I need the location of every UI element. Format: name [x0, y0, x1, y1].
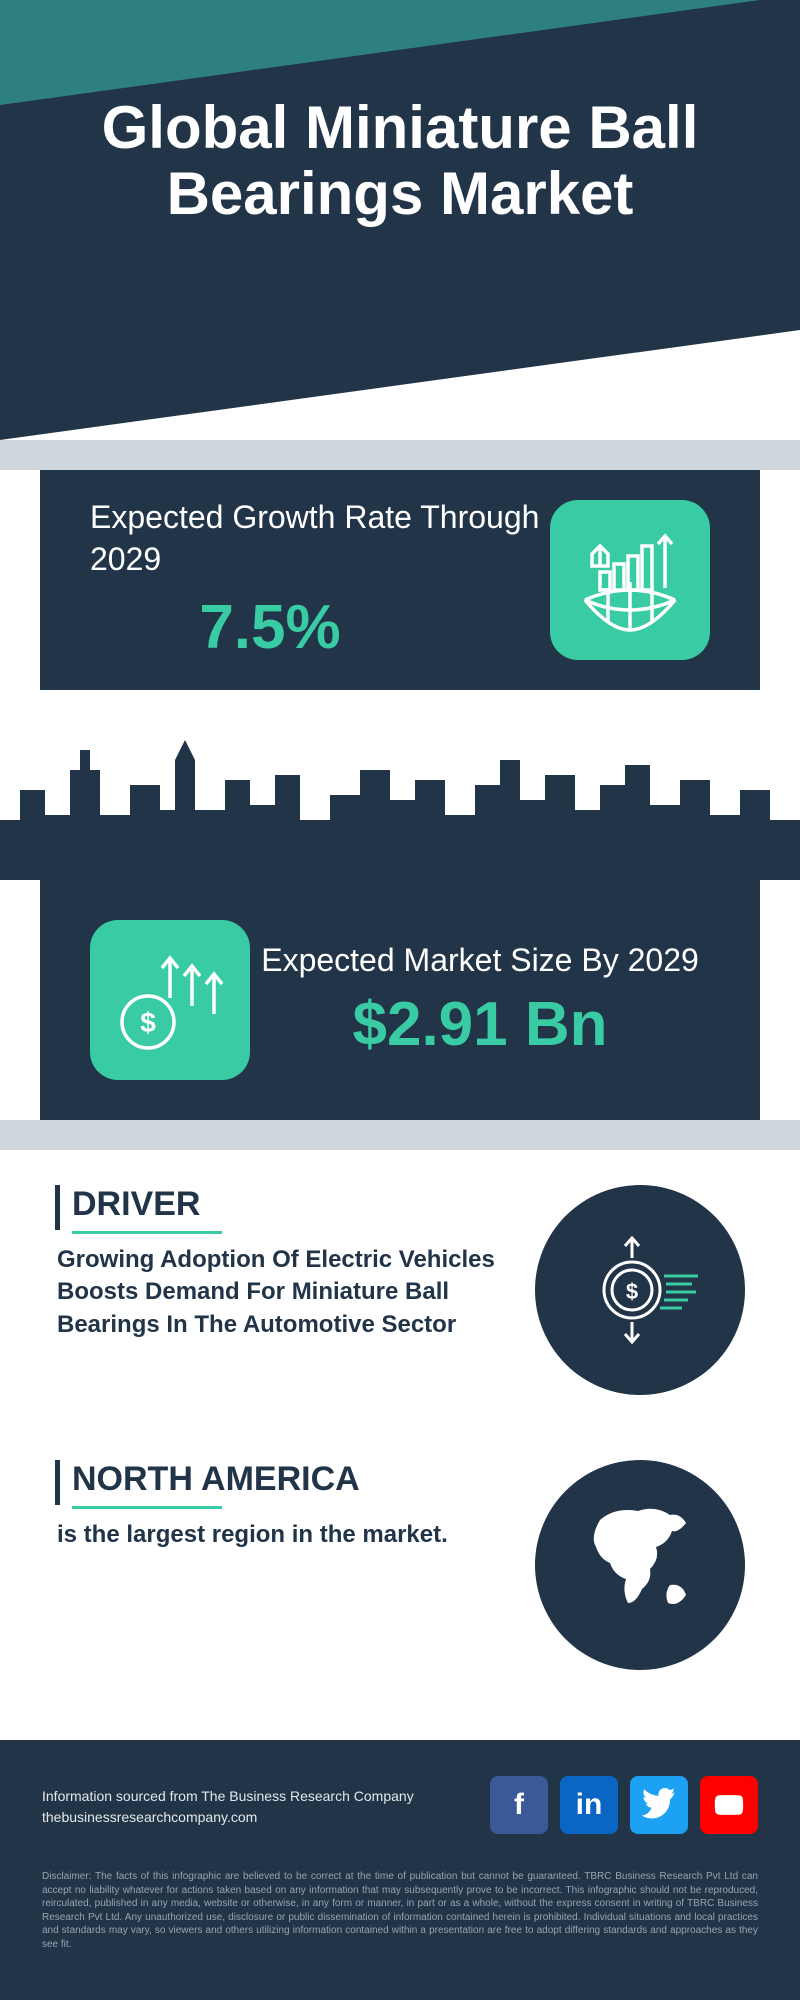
- svg-text:$: $: [626, 1279, 638, 1304]
- social-row: f in: [490, 1776, 758, 1834]
- driver-heading: DRIVER: [55, 1185, 515, 1230]
- youtube-icon[interactable]: [700, 1776, 758, 1834]
- divider-stripe: [0, 440, 800, 470]
- fb-glyph: f: [514, 1788, 524, 1822]
- growth-chart-icon: [550, 500, 710, 660]
- driver-text: DRIVER Growing Adoption Of Electric Vehi…: [55, 1185, 535, 1341]
- footer-source: Information sourced from The Business Re…: [42, 1786, 414, 1828]
- li-glyph: in: [576, 1788, 603, 1822]
- driver-body: Growing Adoption Of Electric Vehicles Bo…: [55, 1244, 515, 1341]
- region-body: is the largest region in the market.: [55, 1519, 515, 1551]
- region-heading: NORTH AMERICA: [55, 1460, 515, 1505]
- disclaimer-text: Disclaimer: The facts of this infographi…: [42, 1870, 758, 1951]
- svg-text:$: $: [140, 1007, 156, 1038]
- driver-section: DRIVER Growing Adoption Of Electric Vehi…: [55, 1185, 745, 1395]
- footer: Information sourced from The Business Re…: [0, 1740, 800, 2000]
- skyline-silhouette: [0, 730, 800, 880]
- divider-stripe: [0, 1120, 800, 1150]
- page-title: Global Miniature Ball Bearings Market: [0, 95, 800, 227]
- market-text-block: Expected Market Size By 2029 $2.91 Bn: [250, 940, 710, 1061]
- facebook-icon[interactable]: f: [490, 1776, 548, 1834]
- market-label: Expected Market Size By 2029: [250, 940, 710, 982]
- region-text: NORTH AMERICA is the largest region in t…: [55, 1460, 535, 1551]
- source-line-2: thebusinessresearchcompany.com: [42, 1807, 414, 1828]
- dollar-arrows-icon: $: [90, 920, 250, 1080]
- linkedin-icon[interactable]: in: [560, 1776, 618, 1834]
- market-value: $2.91 Bn: [250, 989, 710, 1060]
- growth-text-block: Expected Growth Rate Through 2029 7.5%: [90, 497, 550, 663]
- region-section: NORTH AMERICA is the largest region in t…: [55, 1460, 745, 1670]
- market-panel: $ Expected Market Size By 2029 $2.91 Bn: [40, 880, 760, 1120]
- growth-panel: Expected Growth Rate Through 2029 7.5%: [40, 470, 760, 690]
- source-line-1: Information sourced from The Business Re…: [42, 1786, 414, 1807]
- growth-value: 7.5%: [90, 592, 550, 663]
- money-flow-icon: $: [535, 1185, 745, 1395]
- north-america-map-icon: [535, 1460, 745, 1670]
- twitter-icon[interactable]: [630, 1776, 688, 1834]
- growth-label: Expected Growth Rate Through 2029: [90, 497, 550, 580]
